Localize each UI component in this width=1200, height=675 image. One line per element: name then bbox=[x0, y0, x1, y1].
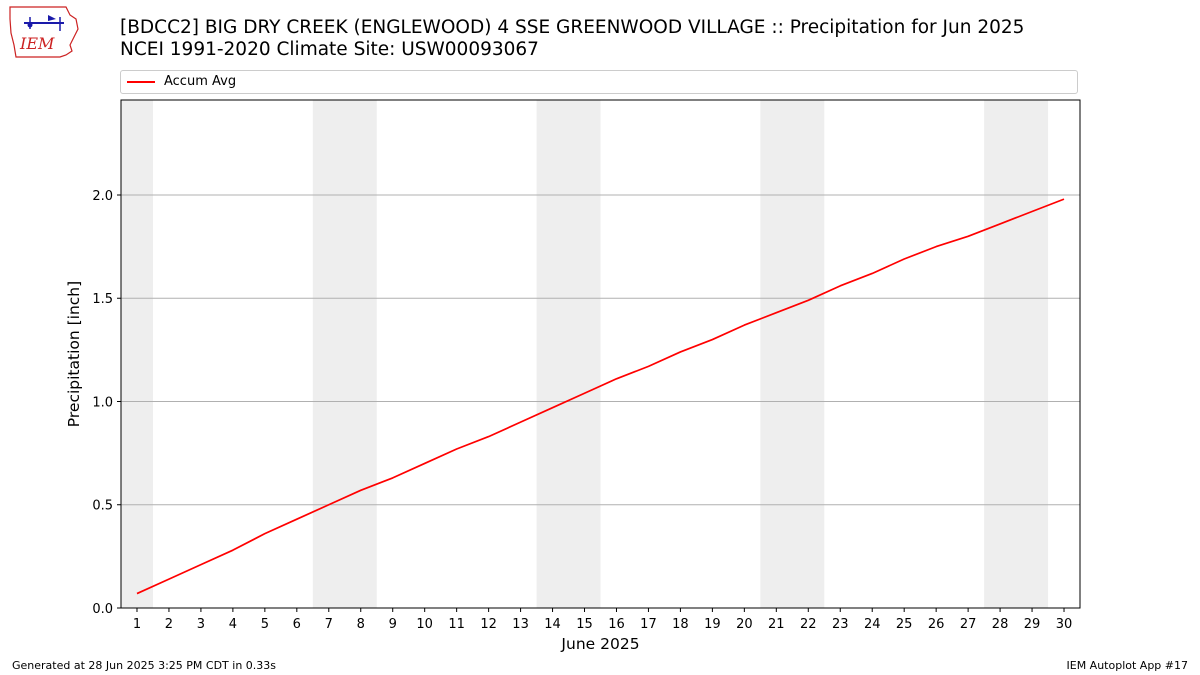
weekend-band bbox=[760, 100, 825, 608]
x-tick-label: 10 bbox=[416, 617, 433, 632]
x-tick-label: 5 bbox=[261, 617, 269, 632]
x-tick-label: 18 bbox=[672, 617, 689, 632]
x-tick-label: 4 bbox=[229, 617, 237, 632]
legend-line-swatch bbox=[127, 81, 155, 83]
weekend-band bbox=[536, 100, 601, 608]
x-tick-label: 25 bbox=[896, 617, 913, 632]
x-tick-label: 28 bbox=[992, 617, 1009, 632]
x-tick-label: 19 bbox=[704, 617, 721, 632]
chart-subtitle: NCEI 1991-2020 Climate Site: USW00093067 bbox=[120, 39, 539, 60]
x-tick-label: 2 bbox=[165, 617, 173, 632]
x-tick-label: 7 bbox=[325, 617, 333, 632]
weekend-band bbox=[312, 100, 377, 608]
y-axis-label: Precipitation [inch] bbox=[65, 281, 83, 427]
y-tick-label: 2.0 bbox=[92, 189, 113, 204]
x-tick-label: 29 bbox=[1024, 617, 1041, 632]
footer-app: IEM Autoplot App #17 bbox=[1066, 659, 1189, 672]
x-tick-label: 12 bbox=[480, 617, 497, 632]
x-tick-label: 21 bbox=[768, 617, 785, 632]
weekend-band bbox=[121, 100, 153, 608]
weekend-band bbox=[984, 100, 1049, 608]
x-tick-label: 23 bbox=[832, 617, 849, 632]
x-tick-label: 15 bbox=[576, 617, 593, 632]
x-tick-label: 6 bbox=[293, 617, 301, 632]
iem-logo: IEM bbox=[9, 6, 79, 58]
x-tick-label: 16 bbox=[608, 617, 625, 632]
y-tick-label: 1.5 bbox=[92, 292, 113, 307]
x-tick-label: 3 bbox=[197, 617, 205, 632]
x-tick-label: 27 bbox=[960, 617, 977, 632]
y-tick-label: 1.0 bbox=[92, 395, 113, 410]
x-tick-label: 9 bbox=[389, 617, 397, 632]
x-tick-label: 22 bbox=[800, 617, 817, 632]
y-tick-label: 0.5 bbox=[92, 499, 113, 514]
series-line-accum-avg bbox=[136, 198, 1065, 595]
x-tick-label: 17 bbox=[640, 617, 657, 632]
legend-label: Accum Avg bbox=[164, 74, 237, 89]
x-axis-label: June 2025 bbox=[560, 635, 639, 653]
plot-frame bbox=[120, 99, 1081, 609]
x-tick-label: 8 bbox=[357, 617, 365, 632]
x-tick-label: 11 bbox=[448, 617, 465, 632]
y-tick-label: 0.0 bbox=[92, 602, 113, 617]
x-tick-label: 24 bbox=[864, 617, 881, 632]
x-tick-label: 26 bbox=[928, 617, 945, 632]
iem-logo-text: IEM bbox=[19, 34, 55, 53]
x-tick-label: 13 bbox=[512, 617, 529, 632]
legend: Accum Avg bbox=[120, 70, 1078, 94]
chart-title: [BDCC2] BIG DRY CREEK (ENGLEWOOD) 4 SSE … bbox=[120, 17, 1025, 38]
x-tick-label: 30 bbox=[1056, 617, 1073, 632]
x-tick-label: 1 bbox=[133, 617, 141, 632]
footer-generated: Generated at 28 Jun 2025 3:25 PM CDT in … bbox=[12, 659, 277, 672]
x-tick-label: 14 bbox=[544, 617, 561, 632]
x-tick-label: 20 bbox=[736, 617, 753, 632]
